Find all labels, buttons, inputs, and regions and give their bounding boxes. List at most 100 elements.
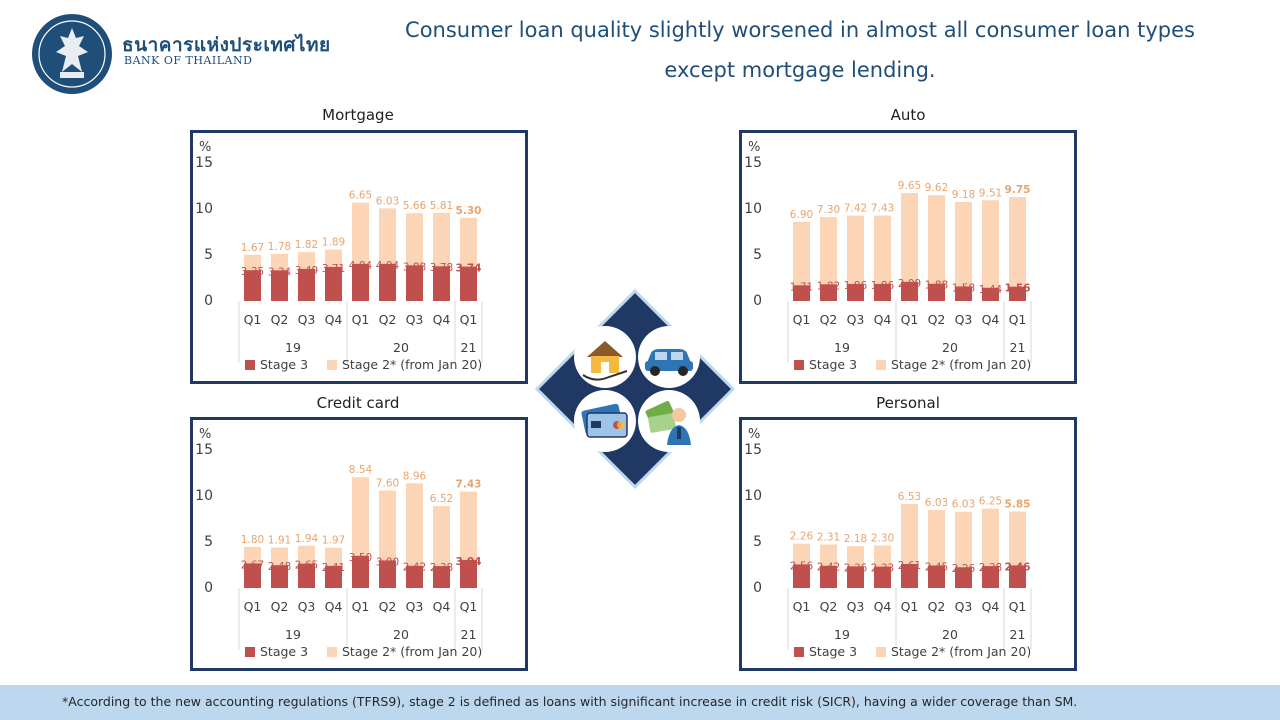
stage3-bar: [325, 266, 342, 301]
stage3-bar: [820, 284, 837, 301]
x-tick-label: Q4: [982, 312, 1000, 327]
stage2-bar: [298, 252, 315, 269]
y-tick-label: 15: [744, 155, 762, 171]
stage3-bar: [901, 563, 918, 588]
x-tick-label: Q2: [379, 599, 397, 614]
stage2-bar: [325, 547, 342, 566]
stage3-value-label: 1.44: [979, 284, 1003, 296]
stage3-value-label: 2.36: [844, 562, 868, 574]
stage3-bar: [1009, 565, 1026, 588]
stage2-bar: [1009, 196, 1026, 287]
stage3-value-label: 2.33: [871, 563, 894, 575]
stage3-value-label: 2.61: [898, 560, 921, 572]
x-tick-label: Q2: [928, 599, 946, 614]
stage3-value-label: 2.67: [241, 559, 264, 571]
stage3-value-label: 2.48: [268, 561, 291, 573]
stage2-value-label: 1.67: [241, 242, 264, 254]
x-tick-label: Q2: [820, 599, 838, 614]
stage2-bar: [901, 503, 918, 564]
stage3-value-label: 2.38: [979, 562, 1002, 574]
legend-swatch-stage2: [327, 360, 337, 370]
stage3-bar: [982, 566, 999, 588]
x-tick-label: Q4: [874, 599, 892, 614]
mortgage-chart-svg: % 0 5 10 15 3.35 1.67 Q1 3.34 1.78 Q2 3.49 1.82 Q3 3.7…: [195, 140, 483, 372]
stage2-value-label: 9.18: [952, 189, 975, 201]
stage2-value-label: 6.65: [349, 190, 372, 202]
y-tick-label: 15: [195, 155, 213, 171]
x-tick-label: Q4: [433, 312, 451, 327]
stage2-bar: [955, 511, 972, 568]
stage2-bar: [271, 547, 288, 566]
credit-card-chart: % 0 5 10 15 2.67 1.80 Q1 2.48 1.91 Q2 2.65 1.94 Q3 2.4…: [190, 417, 528, 671]
stage2-value-label: 1.78: [268, 241, 291, 253]
auto-chart: % 0 5 10 15 1.71 6.90 Q1 1.82 7.30 Q2 1.86 7.42 Q3 1.8…: [739, 130, 1077, 384]
y-tick-label: 10: [195, 201, 213, 217]
stage2-bar: [406, 213, 423, 266]
money-icon: [638, 390, 700, 452]
org-name-thai: ธนาคารแห่งประเทศไทย: [122, 34, 331, 56]
y-unit-label: %: [199, 427, 211, 442]
legend-label-stage3: Stage 3: [260, 357, 308, 372]
stage2-bar: [244, 546, 261, 564]
stage3-bar: [325, 565, 342, 588]
y-tick-label: 15: [195, 442, 213, 458]
stage3-value-label: 2.46: [1005, 561, 1031, 573]
stage3-value-label: 4.04: [349, 260, 373, 272]
stage2-value-label: 6.52: [430, 493, 453, 505]
legend-swatch-stage3: [794, 647, 804, 657]
stage2-value-label: 6.03: [925, 497, 948, 509]
stage3-bar: [847, 566, 864, 588]
x-tick-label: Q3: [847, 599, 865, 614]
x-group-label: 20: [942, 627, 958, 642]
legend-swatch-stage2: [876, 647, 886, 657]
x-tick-label: Q3: [955, 599, 973, 614]
stage2-value-label: 2.18: [844, 533, 867, 545]
x-group-label: 21: [461, 627, 477, 642]
stage3-bar: [982, 287, 999, 301]
stage3-value-label: 2.45: [925, 561, 948, 573]
stage3-value-label: 1.82: [817, 280, 840, 292]
x-group-label: 19: [285, 340, 301, 355]
stage3-value-label: 3.00: [376, 556, 399, 568]
stage2-value-label: 6.90: [790, 209, 813, 221]
footnote-text: *According to the new accounting regulat…: [62, 694, 1078, 709]
stage3-value-label: 3.50: [349, 552, 372, 564]
x-tick-label: Q1: [352, 312, 370, 327]
stage2-value-label: 7.42: [844, 203, 867, 215]
stage3-value-label: 2.65: [295, 560, 318, 572]
stage2-bar: [433, 506, 450, 567]
stage3-bar: [271, 270, 288, 301]
x-tick-label: Q2: [379, 312, 397, 327]
stage2-value-label: 7.43: [871, 203, 894, 215]
y-unit-label: %: [199, 140, 211, 155]
x-tick-label: Q4: [433, 599, 451, 614]
stage2-bar: [298, 545, 315, 564]
x-tick-label: Q4: [982, 599, 1000, 614]
auto-chart-title: Auto: [890, 106, 926, 124]
stage2-bar: [352, 202, 369, 264]
x-tick-label: Q1: [901, 312, 919, 327]
stage3-value-label: 2.41: [322, 562, 345, 574]
stage2-value-label: 6.03: [376, 195, 399, 207]
house-icon: [574, 326, 636, 388]
x-group-label: 21: [1010, 627, 1026, 642]
stage3-value-label: 3.49: [295, 265, 318, 277]
legend-label-stage2: Stage 2* (from Jan 20): [342, 644, 482, 659]
x-tick-label: Q4: [325, 312, 343, 327]
y-tick-label: 5: [204, 247, 213, 263]
stage3-bar: [955, 567, 972, 588]
x-group-label: 20: [942, 340, 958, 355]
stage2-value-label: 1.80: [241, 534, 264, 546]
stage2-bar: [325, 249, 342, 267]
stage2-bar: [271, 253, 288, 271]
y-tick-label: 0: [753, 580, 762, 596]
stage2-bar: [1009, 511, 1026, 566]
stage3-bar: [874, 566, 891, 588]
footnote-bar: *According to the new accounting regulat…: [0, 685, 1280, 720]
stage2-bar: [928, 509, 945, 566]
legend-label-stage3: Stage 3: [809, 644, 857, 659]
stage3-value-label: 2.42: [403, 562, 426, 574]
mortgage-chart-title: Mortgage: [322, 106, 394, 124]
x-group-label: 20: [393, 627, 409, 642]
x-tick-label: Q3: [406, 312, 424, 327]
